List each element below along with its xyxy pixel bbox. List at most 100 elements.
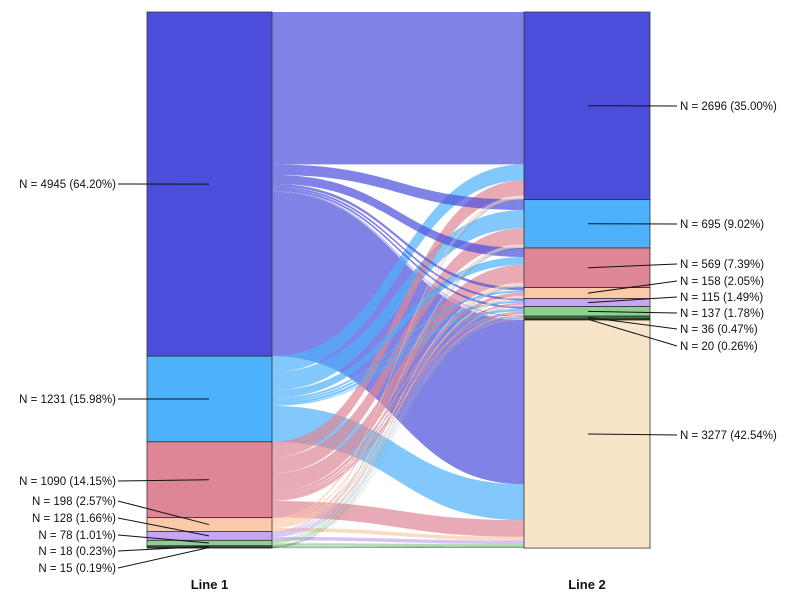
flow-dgreen-to-sky (272, 247, 524, 547)
node-label-line-1-peach: N = 198 (2.57%) (32, 496, 116, 508)
node-label-line-2-black: N = 20 (0.26%) (680, 341, 758, 353)
node-label-line-1-sky: N = 1231 (15.98%) (19, 394, 116, 406)
node-line-1-pink (146, 441, 273, 519)
flow-sky-to-sky (272, 210, 524, 391)
flow-black-to-cream (272, 547, 524, 549)
node-line-1-black (146, 546, 273, 549)
node-label-line-2-dgreen: N = 36 (0.47%) (680, 324, 758, 336)
flow-green-to-peach (272, 298, 524, 543)
flow-peach-to-peach (272, 295, 524, 527)
flow-blue-to-sky (272, 164, 524, 211)
node-label-line-1-blue: N = 4945 (64.20%) (19, 179, 116, 191)
flow-peach-to-blue (272, 195, 524, 520)
flow-peach-to-violet (272, 304, 524, 527)
flow-pink-to-peach (272, 292, 524, 496)
node-label-line-2-peach: N = 158 (2.05%) (680, 276, 764, 288)
column-label-line-2: Line 2 (568, 577, 606, 592)
flow-blue-to-green (272, 188, 524, 309)
flow-violet-to-black (272, 319, 524, 537)
flow-dgreen-to-green (272, 315, 524, 547)
flow-green-to-blue (272, 198, 524, 541)
node-line-2-green (523, 306, 651, 317)
flow-violet-to-blue (272, 197, 524, 533)
flow-green-to-sky (272, 247, 524, 542)
flow-green-to-green (272, 315, 524, 544)
node-label-line-2-pink: N = 569 (7.39%) (680, 259, 764, 271)
leader-line-2-pink (587, 263, 678, 269)
node-label-line-1-pink: N = 1090 (14.15%) (19, 476, 116, 488)
flow-blue-to-peach (272, 183, 524, 291)
leader-line-2-dgreen (587, 316, 678, 330)
leader-line-2-violet (587, 296, 678, 304)
leader-line-1-dgreen (117, 545, 210, 552)
node-label-line-1-violet: N = 128 (1.66%) (32, 513, 116, 525)
node-line-1-green (146, 539, 273, 547)
flow-sky-to-peach (272, 290, 524, 400)
node-label-line-1-green: N = 78 (1.01%) (38, 530, 116, 542)
flow-dgreen-to-blue (272, 199, 524, 546)
flow-sky-to-black (272, 318, 524, 406)
node-line-2-peach (523, 287, 651, 299)
flow-peach-to-black (272, 319, 524, 528)
node-line-2-pink (523, 247, 651, 288)
flow-pink-to-blue (272, 180, 524, 458)
leader-line-1-black (117, 547, 210, 569)
flow-blue-to-cream (272, 191, 524, 485)
flow-pink-to-dgreen (272, 317, 524, 501)
flow-black-to-black (272, 319, 524, 548)
flow-green-to-pink (272, 286, 524, 543)
node-line-1-peach (146, 517, 273, 532)
flow-sky-to-blue (272, 164, 524, 373)
flow-dgreen-to-violet (272, 306, 524, 547)
node-label-line-2-blue: N = 2696 (35.00%) (680, 101, 777, 113)
node-label-line-2-green: N = 137 (1.78%) (680, 308, 764, 320)
flow-black-to-blue (272, 199, 524, 548)
flow-peach-to-cream (272, 527, 524, 541)
flow-green-to-dgreen (272, 318, 524, 544)
flow-layer (272, 12, 524, 549)
flow-sky-to-violet (272, 300, 524, 403)
leader-line-2-peach (587, 280, 678, 294)
flow-peach-to-sky (272, 244, 524, 522)
column-label-line-1: Line 1 (191, 577, 229, 592)
flow-dgreen-to-cream (272, 546, 524, 548)
flow-sky-to-dgreen (272, 316, 524, 406)
flow-violet-to-peach (272, 298, 524, 536)
flow-violet-to-cream (272, 536, 524, 545)
flow-blue-to-violet (272, 186, 524, 301)
leader-line-2-green (587, 310, 678, 314)
leader-line-1-green (117, 534, 210, 544)
flow-violet-to-sky (272, 246, 524, 534)
node-label-line-2-cream: N = 3277 (42.54%) (680, 430, 777, 442)
flow-violet-to-violet (272, 305, 524, 536)
flow-dgreen-to-pink (272, 287, 524, 547)
flow-green-to-violet (272, 306, 524, 543)
flow-black-to-sky (272, 248, 524, 548)
flow-dgreen-to-peach (272, 298, 524, 547)
node-label-line-2-violet: N = 115 (1.49%) (680, 292, 763, 304)
flow-peach-to-pink (272, 282, 524, 524)
flow-blue-to-dgreen (272, 190, 524, 317)
label-layer: N = 4945 (64.20%) N = 1231 (15.98%) N = 10… (19, 101, 777, 575)
leader-line-1-pink (117, 479, 210, 482)
flow-peach-to-dgreen (272, 318, 524, 528)
leader-line-1-violet (117, 517, 210, 537)
leader-line-1-peach (117, 500, 210, 526)
flow-green-to-black (272, 319, 524, 544)
flow-green-to-cream (272, 543, 524, 547)
leader-line-2-black (587, 318, 678, 347)
flow-blue-to-pink (272, 174, 524, 258)
flow-pink-to-pink (272, 264, 524, 492)
flow-violet-to-dgreen (272, 318, 524, 537)
flow-blue-to-blue (272, 12, 524, 165)
leader-line-2-cream (587, 433, 678, 436)
flow-sky-to-pink (272, 257, 524, 398)
flow-blue-to-black (272, 191, 524, 319)
node-label-line-2-sky: N = 695 (9.02%) (680, 219, 764, 231)
node-label-line-1-black: N = 15 (0.19%) (38, 563, 116, 575)
flow-pink-to-black (272, 319, 524, 501)
flow-pink-to-violet (272, 302, 524, 498)
flow-pink-to-green (272, 311, 524, 500)
flow-violet-to-green (272, 314, 524, 537)
